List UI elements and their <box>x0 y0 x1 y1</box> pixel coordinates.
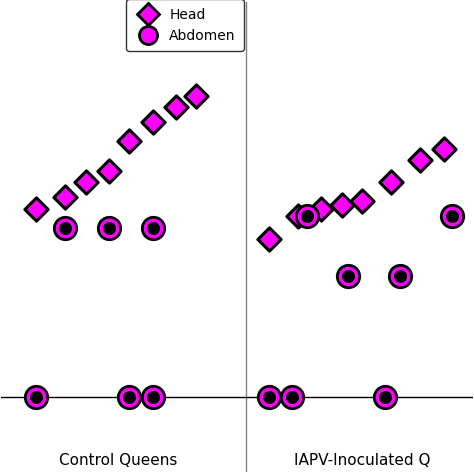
Point <box>105 167 113 175</box>
Point <box>417 156 424 164</box>
Point <box>448 212 456 220</box>
Point <box>149 224 156 231</box>
Point <box>105 224 113 231</box>
Point <box>338 201 346 209</box>
Point <box>149 393 156 401</box>
Point <box>382 393 389 401</box>
Point <box>192 92 200 100</box>
Point <box>126 393 133 401</box>
Point <box>396 273 404 280</box>
Point <box>382 393 389 401</box>
Point <box>126 393 133 401</box>
Point <box>289 393 296 401</box>
Point <box>172 103 180 111</box>
Point <box>448 212 456 220</box>
Point <box>396 273 404 280</box>
Point <box>318 205 325 212</box>
Point <box>149 224 156 231</box>
Point <box>33 393 40 401</box>
Point <box>358 198 366 205</box>
Point <box>105 224 113 231</box>
Point <box>33 205 40 212</box>
Text: IAPV-Inoculated Q: IAPV-Inoculated Q <box>294 454 430 468</box>
Point <box>289 393 296 401</box>
Point <box>387 179 395 186</box>
Point <box>265 235 273 243</box>
Point <box>126 137 133 145</box>
Point <box>303 212 310 220</box>
Point <box>149 118 156 126</box>
Point <box>62 224 69 231</box>
Legend: Head, Abdomen: Head, Abdomen <box>126 0 244 51</box>
Text: Control Queens: Control Queens <box>59 454 177 468</box>
Point <box>265 393 273 401</box>
Point <box>82 179 90 186</box>
Point <box>294 212 302 220</box>
Point <box>303 212 310 220</box>
Point <box>149 393 156 401</box>
Point <box>62 194 69 201</box>
Point <box>265 393 273 401</box>
Point <box>344 273 351 280</box>
Point <box>344 273 351 280</box>
Point <box>62 224 69 231</box>
Point <box>33 393 40 401</box>
Point <box>440 145 447 152</box>
